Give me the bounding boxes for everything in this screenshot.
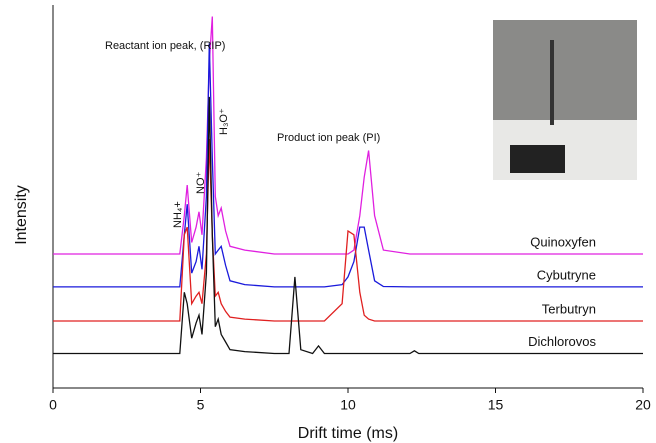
series-label: Quinoxyfen: [530, 234, 596, 249]
annotation: Reactant ion peak, (RIP): [105, 40, 225, 52]
x-tick-label: 20: [635, 397, 651, 413]
series-line: [53, 16, 643, 255]
x-tick-label: 0: [49, 397, 57, 413]
series-line: [53, 138, 643, 322]
x-tick-label: 5: [197, 397, 205, 413]
x-tick-label: 10: [340, 397, 356, 413]
annotation: NH₄+: [172, 201, 184, 228]
x-tick-label: 15: [488, 397, 504, 413]
annotation: Product ion peak (PI): [277, 132, 380, 144]
y-axis-label: Intensity: [13, 185, 30, 245]
annotation: NO⁺: [195, 172, 207, 195]
series-line: [53, 43, 643, 288]
series-label: Cybutryne: [537, 267, 596, 282]
series-line: [53, 96, 643, 355]
series-label: Dichlorovos: [528, 334, 596, 349]
inset-display: [510, 145, 565, 173]
x-axis-label: Drift time (ms): [298, 425, 398, 442]
series-label: Terbutryn: [542, 301, 596, 316]
annotation: H₃O⁺: [218, 108, 230, 135]
